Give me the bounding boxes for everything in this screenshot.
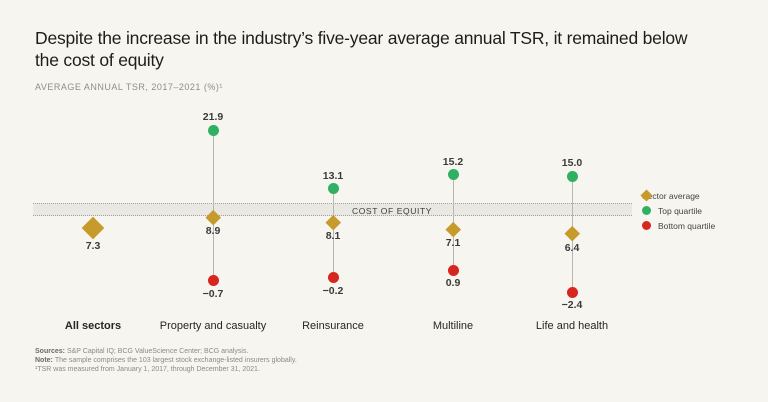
sector-average-diamond <box>81 216 105 239</box>
bottom-quartile-dot <box>566 286 578 298</box>
legend-label: Top quartile <box>658 205 702 216</box>
bottom-quartile-dot <box>327 272 339 284</box>
legend-label: Bottom quartile <box>658 220 716 231</box>
bottom-quartile-value: −2.4 <box>561 299 583 312</box>
sector-average-diamond <box>445 221 461 237</box>
top-quartile-dot <box>327 183 339 195</box>
top-quartile-value: 21.9 <box>202 111 224 123</box>
legend-item-bottom-quartile: Bottom quartile <box>642 218 715 233</box>
quartile-range-stem <box>213 130 214 281</box>
quartile-range-stem <box>333 188 334 278</box>
bottom-quartile-value: −0.2 <box>322 284 344 297</box>
top-quartile-value: 15.0 <box>561 157 583 170</box>
category-label: Property and casualty <box>159 320 267 332</box>
sources-line: Sources: S&P Capital IQ; BCG ValueScience… <box>35 348 249 355</box>
legend-label: Sector average <box>642 190 700 201</box>
bottom-quartile-value: −0.7 <box>202 287 224 300</box>
sector-average-diamond <box>564 226 580 241</box>
category-label: Life and health <box>535 320 609 332</box>
top-quartile-dot-icon <box>642 206 651 215</box>
sector-average-value: 6.4 <box>564 241 580 254</box>
category-label: All sectors <box>64 320 122 332</box>
bottom-quartile-dot <box>447 264 459 276</box>
sector-average-value: 8.1 <box>325 230 341 243</box>
sector-average-value: 7.3 <box>85 239 101 252</box>
sector-average-diamond <box>325 214 341 230</box>
top-quartile-dot <box>447 169 459 181</box>
sector-average-value: 7.1 <box>445 236 461 249</box>
legend-item-top-quartile: Top quartile <box>642 203 715 218</box>
sector-average-value: 8.9 <box>205 224 221 237</box>
top-quartile-value: 15.2 <box>442 155 464 168</box>
bottom-quartile-dot-icon <box>642 221 651 230</box>
cost-of-equity-label: COST OF EQUITY <box>351 205 433 216</box>
legend: Sector average Top quartile Bottom quart… <box>640 188 715 233</box>
top-quartile-dot <box>207 124 219 136</box>
note-line: Note: The sample comprises the 103 larges… <box>35 357 297 364</box>
footnote-line: ¹TSR was measured from January 1, 2017, … <box>35 366 260 373</box>
bottom-quartile-value: 0.9 <box>445 277 461 290</box>
chart-subtitle: AVERAGE ANNUAL TSR, 2017–2021 (%)¹ <box>35 82 223 92</box>
category-label: Reinsurance <box>302 320 364 332</box>
top-quartile-dot <box>566 170 578 182</box>
legend-item-sector-average: Sector average <box>640 188 715 203</box>
category-label: Multiline <box>432 320 474 332</box>
bottom-quartile-dot <box>207 275 219 287</box>
page-title: Despite the increase in the industry’s f… <box>35 28 688 70</box>
top-quartile-value: 13.1 <box>322 169 344 182</box>
footer: Sources: S&P Capital IQ; BCG ValueScience… <box>35 347 297 374</box>
